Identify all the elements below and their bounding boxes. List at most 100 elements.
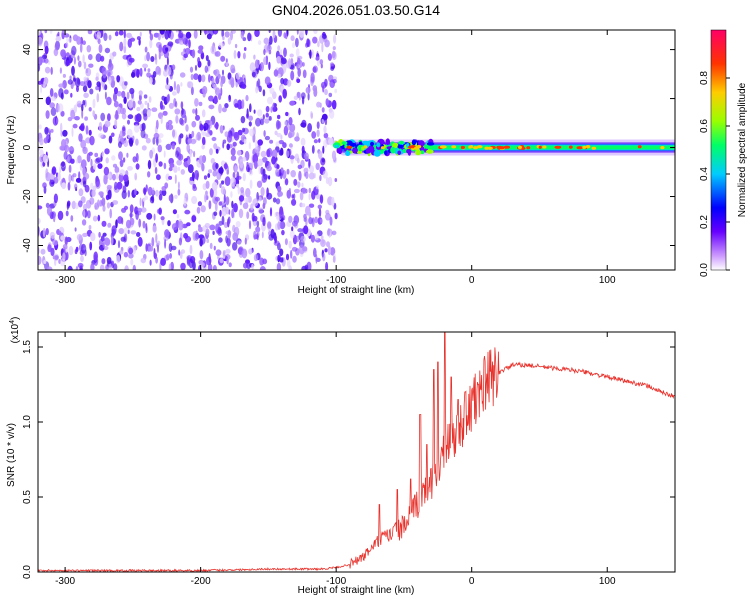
snr-y-ticks: 0.0 0.5 1.0 1.5 xyxy=(22,340,675,579)
heatmap-noise-cell xyxy=(175,115,179,124)
colorbar-gradient xyxy=(710,29,727,271)
heatmap-noise-cell xyxy=(145,137,151,144)
heatmap-noise-cell xyxy=(111,132,115,138)
colorbar-tick-label: 0.2 xyxy=(699,215,710,229)
heatmap-noise-cell xyxy=(257,158,263,167)
heatmap-noise-cell xyxy=(198,74,202,83)
heatmap-noise-cell xyxy=(40,248,46,255)
heatmap-noise-cell xyxy=(88,63,94,68)
heatmap-noise-cell xyxy=(279,221,286,230)
heatmap-noise-cell xyxy=(268,61,271,71)
heatmap-noise-cell xyxy=(74,116,80,121)
heatmap-noise-cell xyxy=(192,185,198,192)
heatmap-noise-cell xyxy=(122,107,126,115)
heatmap-noise-cell xyxy=(38,56,43,66)
y-tick-label: -40 xyxy=(22,238,33,253)
signal-band-cell xyxy=(334,144,340,148)
heatmap-noise-cell xyxy=(158,193,163,201)
heatmap-noise-cell xyxy=(83,76,88,82)
heatmap-noise-cell xyxy=(238,208,244,219)
heatmap-noise-cell xyxy=(173,165,178,173)
heatmap-noise-cell xyxy=(156,174,161,181)
heatmap-noise-cell xyxy=(231,200,234,209)
heatmap-noise-cell xyxy=(220,55,226,62)
heatmap-noise-cell xyxy=(228,78,233,85)
heatmap-noise-cell xyxy=(225,196,230,206)
heatmap-noise-cell xyxy=(166,56,169,66)
heatmap-noise-cell xyxy=(129,37,136,42)
heatmap-noise-cell xyxy=(291,42,295,49)
heatmap-noise-cell xyxy=(147,186,153,196)
signal-peak-cell xyxy=(538,145,542,149)
heatmap-noise-cell xyxy=(92,98,96,109)
heatmap-noise-cell xyxy=(112,51,117,57)
heatmap-noise-cell xyxy=(274,130,278,136)
heatmap-noise-cell xyxy=(180,262,186,270)
heatmap-noise-cell xyxy=(264,135,270,141)
heatmap-noise-cell xyxy=(194,232,199,242)
heatmap-noise-cell xyxy=(52,255,55,260)
heatmap-noise-cell xyxy=(272,30,276,39)
heatmap-noise-cell xyxy=(250,203,254,211)
heatmap-noise-cell xyxy=(100,55,105,62)
heatmap-noise-cell xyxy=(73,56,76,65)
heatmap-noise-cell xyxy=(209,224,216,231)
heatmap-noise-cell xyxy=(103,32,108,42)
snr-x-ticks: -300 -200 -100 0 100 xyxy=(55,332,616,587)
heatmap-noise-cell xyxy=(168,263,172,270)
heatmap-noise-cell xyxy=(76,233,83,241)
heatmap-noise-cell xyxy=(298,107,301,116)
heatmap-noise-cell xyxy=(153,213,156,221)
heatmap-noise-cell xyxy=(180,82,183,87)
heatmap-noise-cell xyxy=(108,263,113,270)
heatmap-noise-cell xyxy=(199,238,203,247)
snr-x-axis-label: Height of straight line (km) xyxy=(298,585,415,596)
signal-band-cell xyxy=(406,148,412,154)
heatmap-noise-cell xyxy=(168,175,173,180)
heatmap-noise-cell xyxy=(70,158,75,164)
heatmap-noise-cell xyxy=(110,236,114,246)
heatmap-noise-cell xyxy=(330,66,335,71)
signal-peak-cell xyxy=(568,145,573,149)
heatmap-noise-cell xyxy=(146,212,153,220)
heatmap-noise-cell xyxy=(289,229,295,239)
heatmap-noise-cell xyxy=(96,31,102,39)
heatmap-noise-cell xyxy=(46,134,50,140)
snr-multiplier-exp: 4 xyxy=(9,320,16,324)
heatmap-noise-cell xyxy=(322,252,326,262)
heatmap-noise-cell xyxy=(283,215,286,221)
heatmap-noise-cell xyxy=(158,161,163,167)
heatmap-noise-cell xyxy=(102,71,107,79)
heatmap-noise-cell xyxy=(322,34,327,39)
heatmap-noise-cell xyxy=(286,79,292,87)
signal-band-cell xyxy=(423,144,432,149)
heatmap-noise-cell xyxy=(146,109,151,118)
heatmap-noise-cell xyxy=(168,195,172,202)
heatmap-noise-cell xyxy=(66,201,71,209)
heatmap-noise-cell xyxy=(60,122,63,133)
heatmap-noise-cell xyxy=(65,52,70,58)
heatmap-noise-cell xyxy=(302,62,305,67)
heatmap-noise-cell xyxy=(296,78,301,84)
heatmap-noise-region xyxy=(38,30,338,270)
heatmap-noise-cell xyxy=(207,173,211,178)
heatmap-noise-cell xyxy=(50,107,57,116)
heatmap-noise-cell xyxy=(192,108,196,114)
heatmap-noise-cell xyxy=(106,69,111,77)
heatmap-noise-cell xyxy=(52,239,59,246)
heatmap-noise-cell xyxy=(108,34,112,41)
heatmap-noise-cell xyxy=(153,132,160,140)
heatmap-noise-cell xyxy=(208,30,215,36)
heatmap-noise-cell xyxy=(214,202,218,212)
heatmap-noise-cell xyxy=(208,169,213,174)
heatmap-noise-cell xyxy=(226,143,230,151)
heatmap-noise-cell xyxy=(107,189,112,200)
heatmap-noise-cell xyxy=(80,159,87,169)
heatmap-noise-cell xyxy=(304,264,309,270)
heatmap-noise-cell xyxy=(252,215,258,222)
heatmap-noise-cell xyxy=(137,236,143,247)
heatmap-noise-cell xyxy=(211,136,217,142)
heatmap-noise-cell xyxy=(272,102,276,113)
heatmap-noise-cell xyxy=(212,265,217,270)
